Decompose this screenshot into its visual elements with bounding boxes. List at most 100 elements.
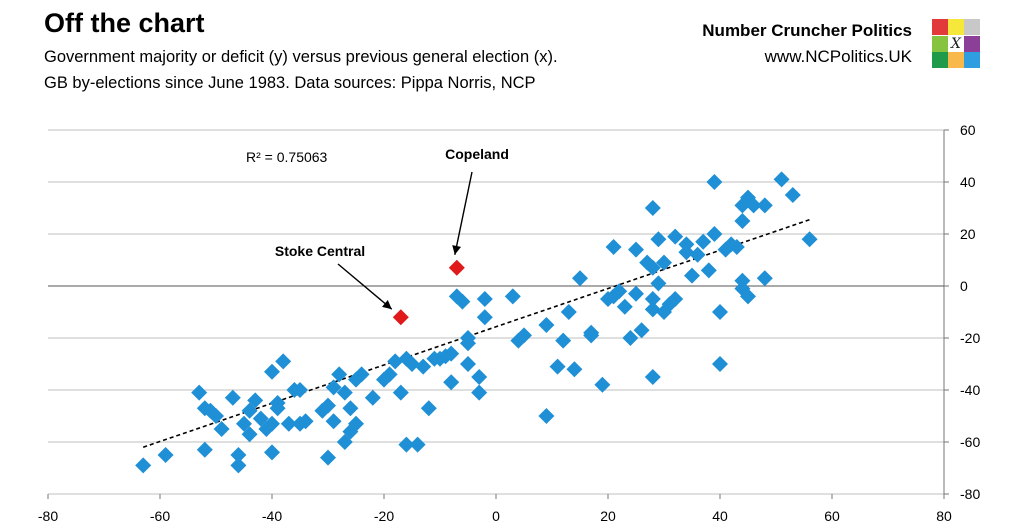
chart-title: Off the chart <box>44 8 205 38</box>
data-point <box>381 366 398 383</box>
data-point <box>616 298 633 315</box>
data-point <box>230 447 247 463</box>
y-tick-label: -20 <box>960 330 980 346</box>
x-tick-label: 40 <box>712 508 728 524</box>
data-point <box>728 239 745 255</box>
data-point <box>471 369 488 385</box>
annotation-label: Stoke Central <box>275 243 365 259</box>
data-point <box>196 441 213 458</box>
x-tick-label: 20 <box>600 508 616 524</box>
data-point <box>628 241 644 258</box>
x-tick-label: -60 <box>150 508 170 524</box>
annotation-arrow-head <box>382 299 392 310</box>
data-point <box>611 283 628 300</box>
data-point <box>348 415 364 432</box>
annotation-arrow <box>454 171 473 255</box>
data-point <box>415 358 432 375</box>
data-point <box>247 392 264 409</box>
data-points <box>135 171 818 474</box>
annotations: Stoke Central Copeland <box>275 146 509 310</box>
y-tick-label: 0 <box>960 278 968 294</box>
data-point <box>213 421 230 437</box>
data-point <box>157 447 174 463</box>
gridlines <box>48 129 944 495</box>
data-point <box>420 400 437 417</box>
data-point <box>678 236 695 253</box>
data-point <box>667 291 684 307</box>
data-point <box>353 366 370 383</box>
x-tick-label: 80 <box>936 508 952 524</box>
data-point <box>667 228 684 245</box>
data-point <box>566 361 583 378</box>
data-point <box>572 270 588 287</box>
data-point <box>583 324 600 341</box>
data-point <box>784 187 801 203</box>
data-point <box>538 408 555 424</box>
data-point <box>644 200 661 216</box>
annotation-arrow <box>337 263 393 310</box>
r-squared-label: R² = 0.75063 <box>246 149 328 165</box>
data-point <box>364 389 381 406</box>
data-point <box>454 293 471 310</box>
logo-tile <box>964 35 980 52</box>
data-point <box>628 285 644 302</box>
data-point <box>409 436 426 453</box>
y-tick-label: 20 <box>960 226 976 242</box>
data-point <box>325 379 342 396</box>
data-point <box>292 382 308 398</box>
data-point <box>773 171 790 188</box>
data-point <box>275 353 292 370</box>
data-point <box>398 436 415 453</box>
data-point <box>549 358 566 375</box>
brand-block: Number Cruncher Politics www.NCPolitics.… <box>702 18 912 70</box>
data-point <box>224 389 241 406</box>
data-point <box>633 322 650 339</box>
x-tick-label: -80 <box>38 508 58 524</box>
y-tick-label: -60 <box>960 434 980 450</box>
data-point <box>756 197 773 214</box>
brand-url: www.NCPolitics.UK <box>764 47 912 66</box>
logo-tile <box>948 52 964 68</box>
annotation-arrow-head <box>452 245 462 255</box>
brand-name: Number Cruncher Politics <box>702 21 912 40</box>
data-point <box>471 384 488 401</box>
axes: 60 40 20 0 -20 -40 -60 -80 -80 -60 -40 -20 0 20 40 60 80 <box>38 122 981 524</box>
data-point <box>460 356 476 372</box>
data-point <box>236 415 252 432</box>
data-point <box>644 291 661 307</box>
data-point <box>342 400 359 417</box>
annotation-label: Copeland <box>445 146 509 162</box>
logo-tile <box>948 19 964 35</box>
logo-mark: X <box>948 35 964 52</box>
highlight-point <box>448 259 465 276</box>
data-point <box>689 246 706 263</box>
logo-tile <box>932 19 948 35</box>
logo-tile <box>932 52 948 68</box>
y-tick-label: -80 <box>960 486 980 502</box>
ncp-logo-icon: X <box>932 19 980 68</box>
data-point <box>756 270 773 287</box>
data-point <box>191 384 208 401</box>
x-tick-label: -40 <box>262 508 282 524</box>
data-point <box>269 395 286 411</box>
data-point <box>264 415 280 432</box>
data-point <box>331 366 348 383</box>
data-point <box>700 262 717 279</box>
data-point <box>264 363 280 380</box>
data-point <box>460 330 476 346</box>
x-tick-label: -20 <box>374 508 394 524</box>
data-point <box>280 415 297 432</box>
data-point <box>656 254 672 271</box>
logo-tile <box>964 52 980 68</box>
data-point <box>712 356 728 372</box>
logo-tile <box>964 19 980 35</box>
data-point <box>555 332 572 349</box>
data-point <box>387 353 404 370</box>
data-point <box>320 449 336 466</box>
data-point <box>230 457 247 474</box>
data-point <box>404 356 420 372</box>
data-point <box>594 376 611 393</box>
data-point <box>644 369 661 385</box>
trendline <box>142 218 810 448</box>
